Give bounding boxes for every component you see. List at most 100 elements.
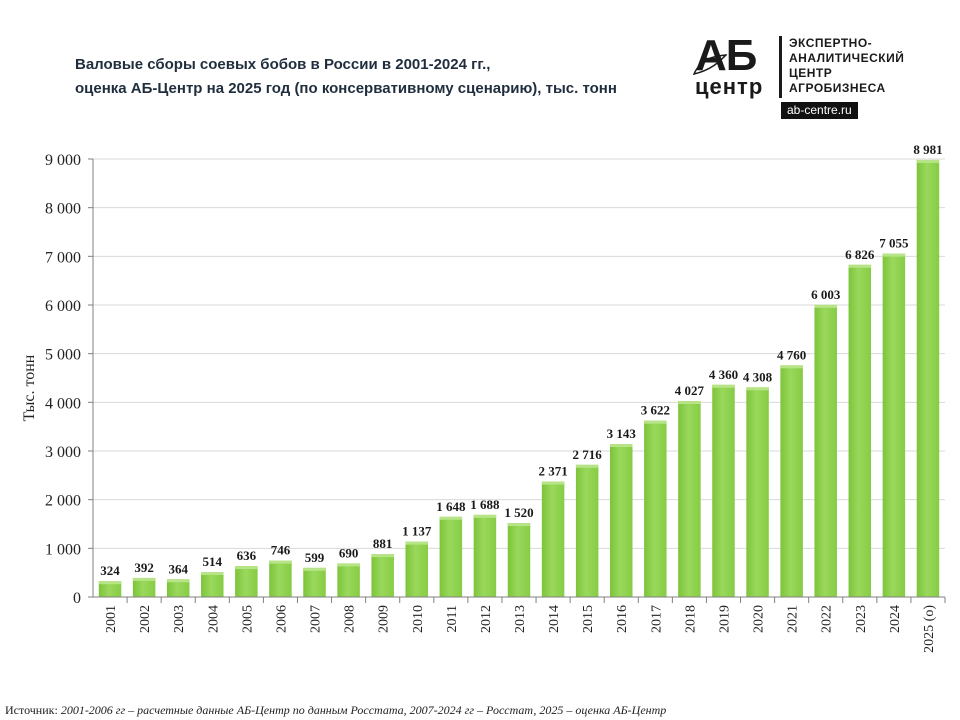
bar-top-highlight	[337, 563, 360, 567]
axes: 0 1 000 2 000 3 000 4 000 5 000 6 000 7 000 8 00…	[45, 152, 946, 653]
y-tick-label: 4 000	[45, 395, 81, 412]
logo-line-4: АГРОБИЗНЕСА	[789, 81, 886, 95]
data-label: 3 143	[607, 426, 637, 441]
bar-top-highlight	[882, 253, 906, 257]
x-tick-label: 2006	[274, 605, 289, 633]
x-tick-label: 2007	[309, 605, 324, 633]
bar-2001	[98, 581, 122, 597]
bar-2024	[882, 253, 906, 597]
x-tick-label: 2009	[377, 605, 392, 633]
data-label: 2 716	[573, 447, 603, 462]
bar-2013	[507, 523, 531, 597]
bar-2015	[575, 464, 599, 597]
bar-top-highlight	[405, 541, 429, 545]
data-label: 4 360	[709, 367, 738, 382]
bar-2018	[678, 401, 701, 597]
bar-top-highlight	[678, 401, 701, 405]
bar-top-highlight	[303, 567, 326, 571]
bar-top-highlight	[746, 387, 769, 391]
x-tick-label: 2023	[854, 605, 869, 633]
y-tick-label: 2 000	[45, 493, 81, 510]
bar-2011	[439, 516, 463, 597]
logo-text: ЭКСПЕРТНО- АНАЛИТИЧЕСКИЙ ЦЕНТР АГРОБИЗНЕ…	[789, 36, 904, 96]
x-tick-label: 2025 (о)	[922, 605, 937, 653]
bar-top-highlight	[269, 560, 292, 564]
data-label: 324	[100, 563, 120, 578]
data-label: 392	[134, 560, 154, 575]
logo-word: центр	[695, 74, 764, 99]
title-line-1: Валовые сборы соевых бобов в России в 20…	[75, 56, 491, 73]
data-label: 4 760	[777, 347, 806, 362]
x-tick-label: 2010	[411, 605, 426, 633]
bar-2017	[644, 420, 667, 597]
y-tick-label: 0	[73, 590, 81, 607]
data-label: 7 055	[879, 236, 909, 251]
logo-divider	[779, 36, 782, 98]
y-tick-label: 6 000	[45, 298, 81, 315]
x-tick-label: 2016	[615, 605, 630, 633]
bar-top-highlight	[848, 264, 872, 268]
bar-top-highlight	[814, 304, 837, 308]
x-tick-label: 2018	[683, 605, 698, 633]
data-label: 4 308	[743, 369, 773, 384]
bar-2008	[337, 563, 360, 597]
data-label: 6 003	[811, 287, 841, 302]
data-label: 364	[168, 561, 188, 576]
bar-top-highlight	[916, 159, 940, 163]
data-label: 746	[271, 543, 291, 558]
x-tick-label: 2002	[138, 605, 153, 633]
logo-url: ab-centre.ru	[781, 102, 858, 119]
ab-centre-logo: АБ центр ЭКСПЕРТНО- АНАЛИТИЧЕСКИЙ ЦЕНТР …	[693, 34, 933, 122]
title-line-2: оценка АБ-Центр на 2025 год (по консерва…	[75, 80, 617, 97]
bar-top-highlight	[98, 581, 122, 585]
bar-top-highlight	[575, 464, 599, 468]
bar-top-highlight	[644, 420, 667, 424]
bar-2023	[848, 264, 872, 597]
x-tick-label: 2004	[206, 605, 221, 633]
y-tick-label: 8 000	[45, 201, 81, 218]
bar-top-highlight	[541, 481, 565, 485]
x-tick-label: 2013	[513, 605, 528, 633]
x-tick-label: 2001	[104, 605, 119, 633]
source-label: Источник:	[5, 703, 58, 717]
bar-2025-	[916, 159, 940, 597]
bar-2003	[166, 579, 190, 597]
x-tick-label: 2012	[479, 605, 494, 633]
data-label: 1 688	[470, 497, 500, 512]
gridlines	[93, 158, 945, 549]
x-tick-label: 2024	[888, 605, 903, 633]
x-tick-label: 2011	[445, 605, 460, 632]
data-label: 4 027	[675, 383, 705, 398]
x-tick-label: 2008	[343, 605, 358, 633]
x-tick-label: 2020	[752, 605, 767, 633]
data-label: 599	[305, 550, 325, 565]
data-labels: 324 392 364 514 636 746 599 690 881 1 137 1 648 1 6…	[100, 142, 942, 578]
bar-2012	[473, 514, 497, 597]
data-label: 1 137	[402, 524, 432, 539]
data-label: 636	[237, 548, 257, 563]
data-label: 2 371	[538, 464, 567, 479]
y-tick-label: 9 000	[45, 152, 81, 169]
source-text: 2001-2006 гг – расчетные данные АБ-Центр…	[60, 703, 667, 717]
y-tick-label: 5 000	[45, 347, 81, 364]
data-label: 881	[373, 536, 393, 551]
bar-2006	[269, 560, 292, 597]
bar-2007	[303, 567, 326, 597]
data-label: 6 826	[845, 247, 875, 262]
x-tick-label: 2019	[717, 605, 732, 633]
bar-2004	[201, 571, 224, 597]
bar-top-highlight	[371, 554, 394, 558]
bar-2022	[814, 304, 837, 597]
data-label: 8 981	[913, 142, 942, 157]
x-tick-label: 2015	[581, 605, 596, 633]
bar-2016	[609, 444, 633, 597]
bar-top-highlight	[132, 577, 156, 581]
bar-top-highlight	[473, 514, 497, 518]
bar-top-highlight	[235, 566, 258, 570]
bar-top-highlight	[201, 571, 224, 575]
x-tick-label: 2003	[172, 605, 187, 633]
data-label: 3 622	[641, 403, 670, 418]
data-label: 514	[203, 554, 223, 569]
data-label: 690	[339, 545, 359, 560]
logo-abbr: АБ	[695, 31, 757, 80]
